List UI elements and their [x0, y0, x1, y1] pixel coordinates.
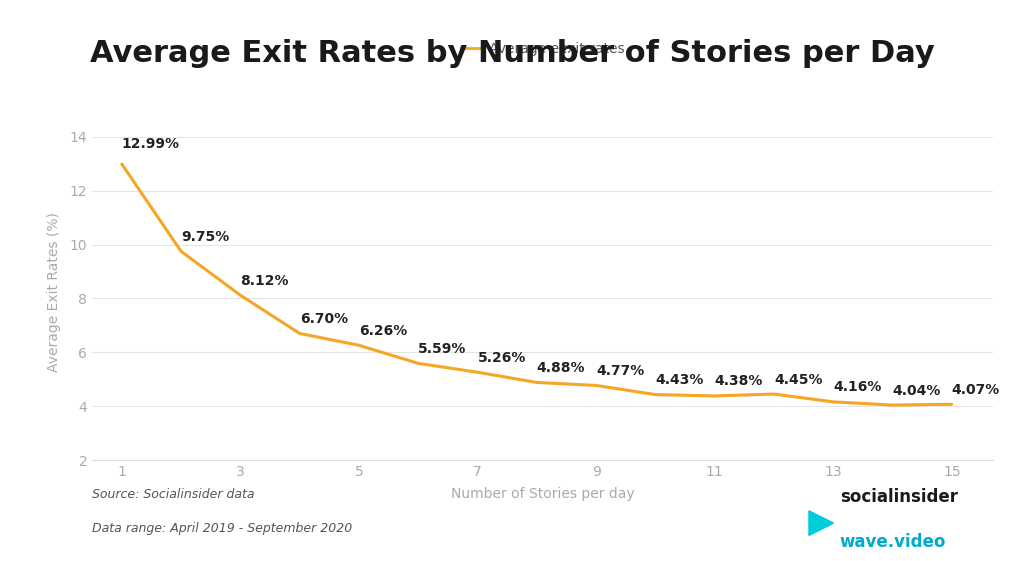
Polygon shape: [809, 511, 834, 535]
Text: 4.07%: 4.07%: [951, 383, 1000, 397]
Text: 4.88%: 4.88%: [537, 361, 586, 375]
Legend: Average exxit rates: Average exxit rates: [456, 36, 630, 61]
Text: 4.43%: 4.43%: [655, 373, 703, 387]
Text: 5.59%: 5.59%: [418, 342, 467, 356]
Text: 6.26%: 6.26%: [359, 324, 408, 338]
Text: 6.70%: 6.70%: [300, 312, 348, 326]
Text: Source: Socialinsider data: Source: Socialinsider data: [92, 488, 255, 501]
Text: 4.45%: 4.45%: [774, 373, 822, 387]
Text: 5.26%: 5.26%: [477, 351, 526, 365]
X-axis label: Number of Stories per day: Number of Stories per day: [451, 487, 635, 501]
Text: 4.16%: 4.16%: [834, 380, 882, 394]
Text: Average Exit Rates by Number of Stories per Day: Average Exit Rates by Number of Stories …: [90, 39, 934, 68]
Text: socialinsider: socialinsider: [840, 488, 957, 506]
Text: Data range: April 2019 - September 2020: Data range: April 2019 - September 2020: [92, 522, 352, 535]
Text: 12.99%: 12.99%: [122, 137, 180, 151]
Text: wave.video: wave.video: [840, 533, 946, 551]
Text: 4.04%: 4.04%: [893, 384, 941, 398]
Text: 4.77%: 4.77%: [596, 364, 644, 378]
Y-axis label: Average Exit Rates (%): Average Exit Rates (%): [47, 212, 61, 371]
Text: 8.12%: 8.12%: [241, 274, 289, 288]
Text: 9.75%: 9.75%: [181, 230, 229, 244]
Text: 4.38%: 4.38%: [715, 374, 763, 388]
